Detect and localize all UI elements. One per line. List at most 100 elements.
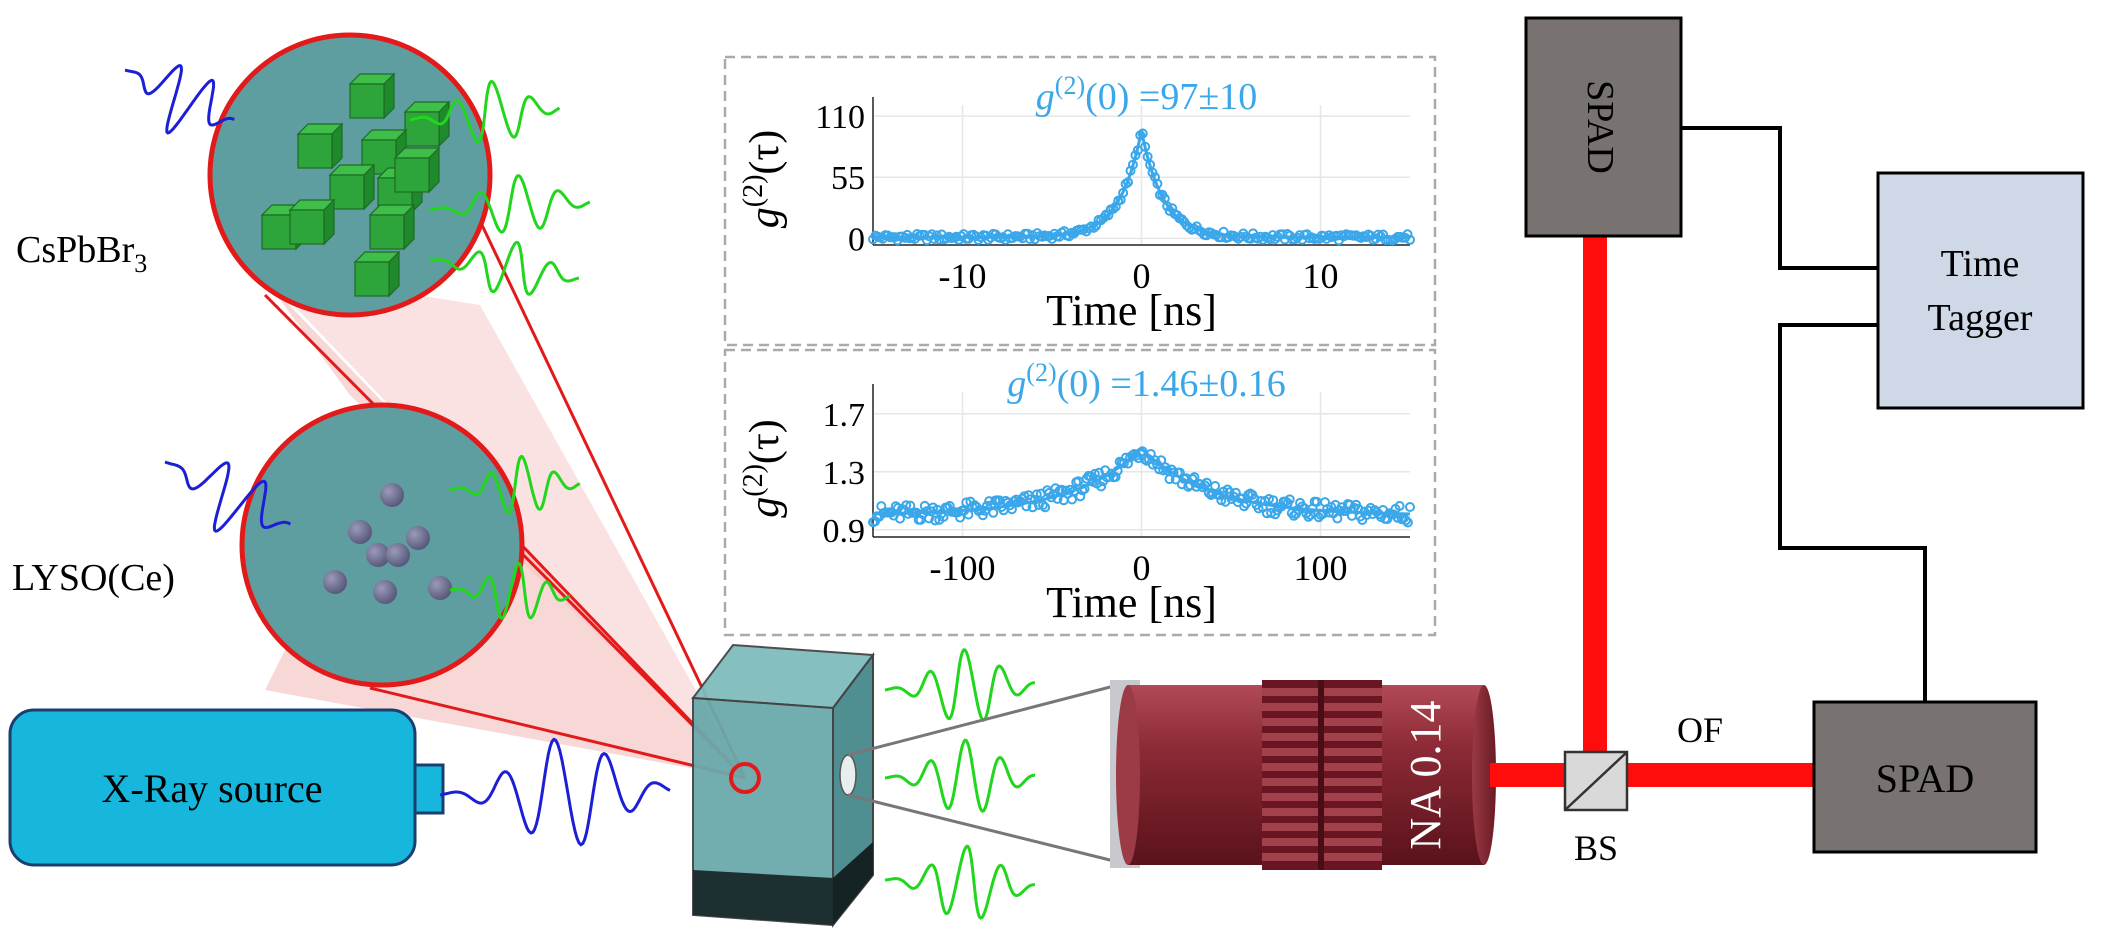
y-tick-label: 55 [831,160,865,197]
time-tagger-label-2: Tagger [1928,297,2033,339]
y-tick-label: 0 [848,221,865,258]
knurl-gap [1318,680,1324,870]
lyso-particle [406,526,430,550]
fit-curve [873,130,1410,239]
data-point [1075,491,1086,502]
time-tagger-label-1: Time [1941,243,2020,285]
objective-label: NA 0.14 [1401,700,1450,849]
nanocube [353,250,401,298]
emission-wave [449,455,581,515]
emission-wave [884,738,1035,813]
spad-top-label: SPAD [1579,80,1621,174]
lyso-particle [323,570,347,594]
spad-top: SPAD [1524,16,1683,238]
xray-source-label: X-Ray source [101,766,322,811]
y-axis-label: g(2)(τ) [738,130,788,229]
data-point [961,497,972,508]
data-point [1264,494,1274,504]
x-tick-label: 0 [1133,256,1151,296]
xray-wave [439,737,671,847]
emission-wave [429,174,591,234]
g2-chart-lyso: -100 0 100 0.9 1.3 1.7 Time [ns] g(2)(τ) g(2)(0)… [738,358,1415,627]
data-point [1201,477,1212,488]
lyso-zoom-circle [239,402,525,688]
cspbbr3-label: CsPbBr3 [16,229,147,278]
nanocube [328,163,376,211]
objective-knurl [1262,680,1382,870]
data-point [1400,515,1411,526]
data-point [1284,494,1295,505]
cspbbr3-zoom-circle [207,32,493,318]
data-point [901,500,912,511]
objective-lens: NA 0.14 [1110,680,1496,870]
y-tick-label: 1.7 [823,397,866,434]
bs-label: BS [1574,828,1618,868]
xray-focus-spot [729,762,761,794]
lyso-particle [366,543,390,567]
chart-panel-bottom: -100 0 100 0.9 1.3 1.7 Time [ns] g(2)(τ) g(2)(0)… [723,348,1437,637]
x-axis-label: Time [ns] [1046,578,1217,627]
lyso-particle [380,483,404,507]
data-point [1402,517,1413,528]
spad-bottom: SPAD [1812,700,2038,854]
emission-wave [449,562,571,621]
chart-title: g(2)(0) =97±10 [1036,71,1257,118]
data-point [1089,468,1100,479]
data-point [1110,472,1121,482]
data-point [930,515,941,526]
lyso-particle [373,580,397,604]
of-label: OF [1677,710,1723,750]
x-tick-label: 10 [1303,256,1339,296]
chart-title: g(2)(0) =1.46±0.16 [1007,358,1285,405]
emission-wave [409,80,561,144]
y-tick-label: 110 [815,99,865,136]
data-point [1096,481,1107,492]
beam-splitter [1563,750,1629,812]
chart-panel-top: -10 0 10 0 55 110 Time [ns] g(2)(τ) g(2)(0) =97±… [723,55,1437,347]
collection-cone [847,683,1119,864]
y-axis-label: g(2)(τ) [738,419,788,518]
emission-waves [124,64,1036,920]
scintillator-crystal [691,643,875,928]
x-tick-label: 0 [1133,548,1151,588]
emission-wave [884,844,1036,920]
xray-wave-cspbbr3 [124,64,235,135]
x-tick-label: 100 [1294,548,1348,588]
y-tick-label: 0.9 [823,513,866,550]
nanocube [288,198,336,246]
spad-bottom-label: SPAD [1876,756,1975,801]
data-point [1031,489,1042,500]
lyso-particle [348,520,372,544]
xray-wave-lyso [164,460,292,533]
emission-wave [884,648,1035,722]
data-point [1108,203,1119,214]
fit-curve [872,446,1411,516]
g2-chart-cspbbr3: -10 0 10 0 55 110 Time [ns] g(2)(τ) g(2)(0) =97±… [738,71,1415,335]
lyso-label: LYSO(Ce) [12,557,175,599]
data-point [1297,501,1308,512]
nanocube-group [260,72,451,298]
optical-path [1490,236,1815,787]
data-point [1118,458,1129,469]
nanocube [348,72,396,120]
xray-source: X-Ray source [8,708,445,867]
emission-wave [430,240,580,296]
lyso-particle [428,576,452,600]
time-tagger: Time Tagger [1876,171,2085,410]
y-tick-label: 1.3 [823,455,866,492]
x-tick-label: -100 [930,548,996,588]
nanocube [296,122,344,170]
data-point [1405,502,1415,512]
nanocube [368,203,416,251]
x-axis-label: Time [ns] [1046,286,1217,335]
data-point [1394,501,1405,511]
lyso-particle-group [323,483,452,604]
x-tick-label: -10 [939,256,987,296]
data-point [1103,210,1114,221]
data-point [1096,215,1106,226]
signal-cables [1682,126,1927,710]
lyso-particle [386,543,410,567]
data-point [1303,511,1314,522]
nanocube [393,146,441,194]
